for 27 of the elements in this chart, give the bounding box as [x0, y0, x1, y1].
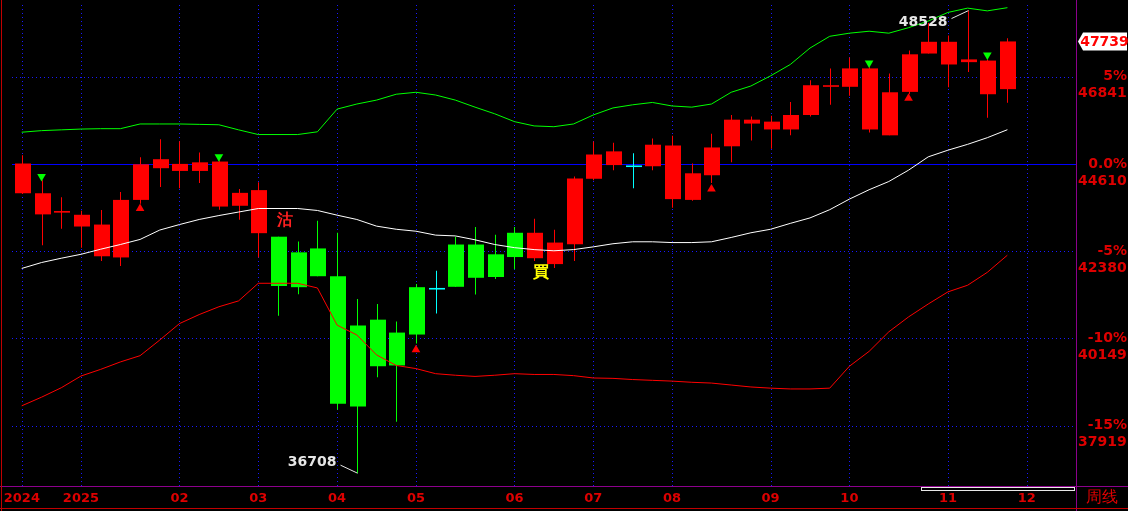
- y2-tick-label: -10%: [1087, 329, 1127, 346]
- y2-tick-label: -15%: [1087, 416, 1127, 433]
- y2-tick-label: -5%: [1097, 241, 1127, 258]
- x-tick-label: 2025: [62, 490, 100, 506]
- y-tick-label: 44610: [1078, 171, 1127, 188]
- y-tick-label: 40149: [1078, 346, 1127, 363]
- x-tick-label: 11: [938, 490, 957, 506]
- x-tick-label: 02: [170, 490, 189, 506]
- x-tick-label: 10: [840, 490, 859, 506]
- annotation: 36708: [287, 452, 337, 469]
- y2-tick-label: 5%: [1103, 67, 1127, 84]
- x-tick-label: 08: [663, 490, 682, 506]
- annotation: 沽: [276, 209, 293, 229]
- annotation: 買: [532, 262, 549, 282]
- x-tick-label: 12: [1017, 490, 1036, 506]
- y2-tick-label: 0.0%: [1088, 154, 1127, 171]
- x-tick-label: 03: [249, 490, 268, 506]
- x-axis-title: 周线: [1086, 487, 1118, 507]
- x-tick-label: 09: [761, 490, 780, 506]
- x-tick-label: 06: [505, 490, 524, 506]
- y-tick-label: 46841: [1078, 84, 1127, 101]
- y-tick-label: 37919: [1078, 433, 1127, 450]
- x-tick-label: 2024: [3, 490, 40, 506]
- x-tick-label: 07: [584, 490, 603, 506]
- y-tick-label: 42380: [1078, 258, 1127, 275]
- x-tick-label: 04: [328, 490, 347, 506]
- x-tick-label: 05: [406, 490, 425, 506]
